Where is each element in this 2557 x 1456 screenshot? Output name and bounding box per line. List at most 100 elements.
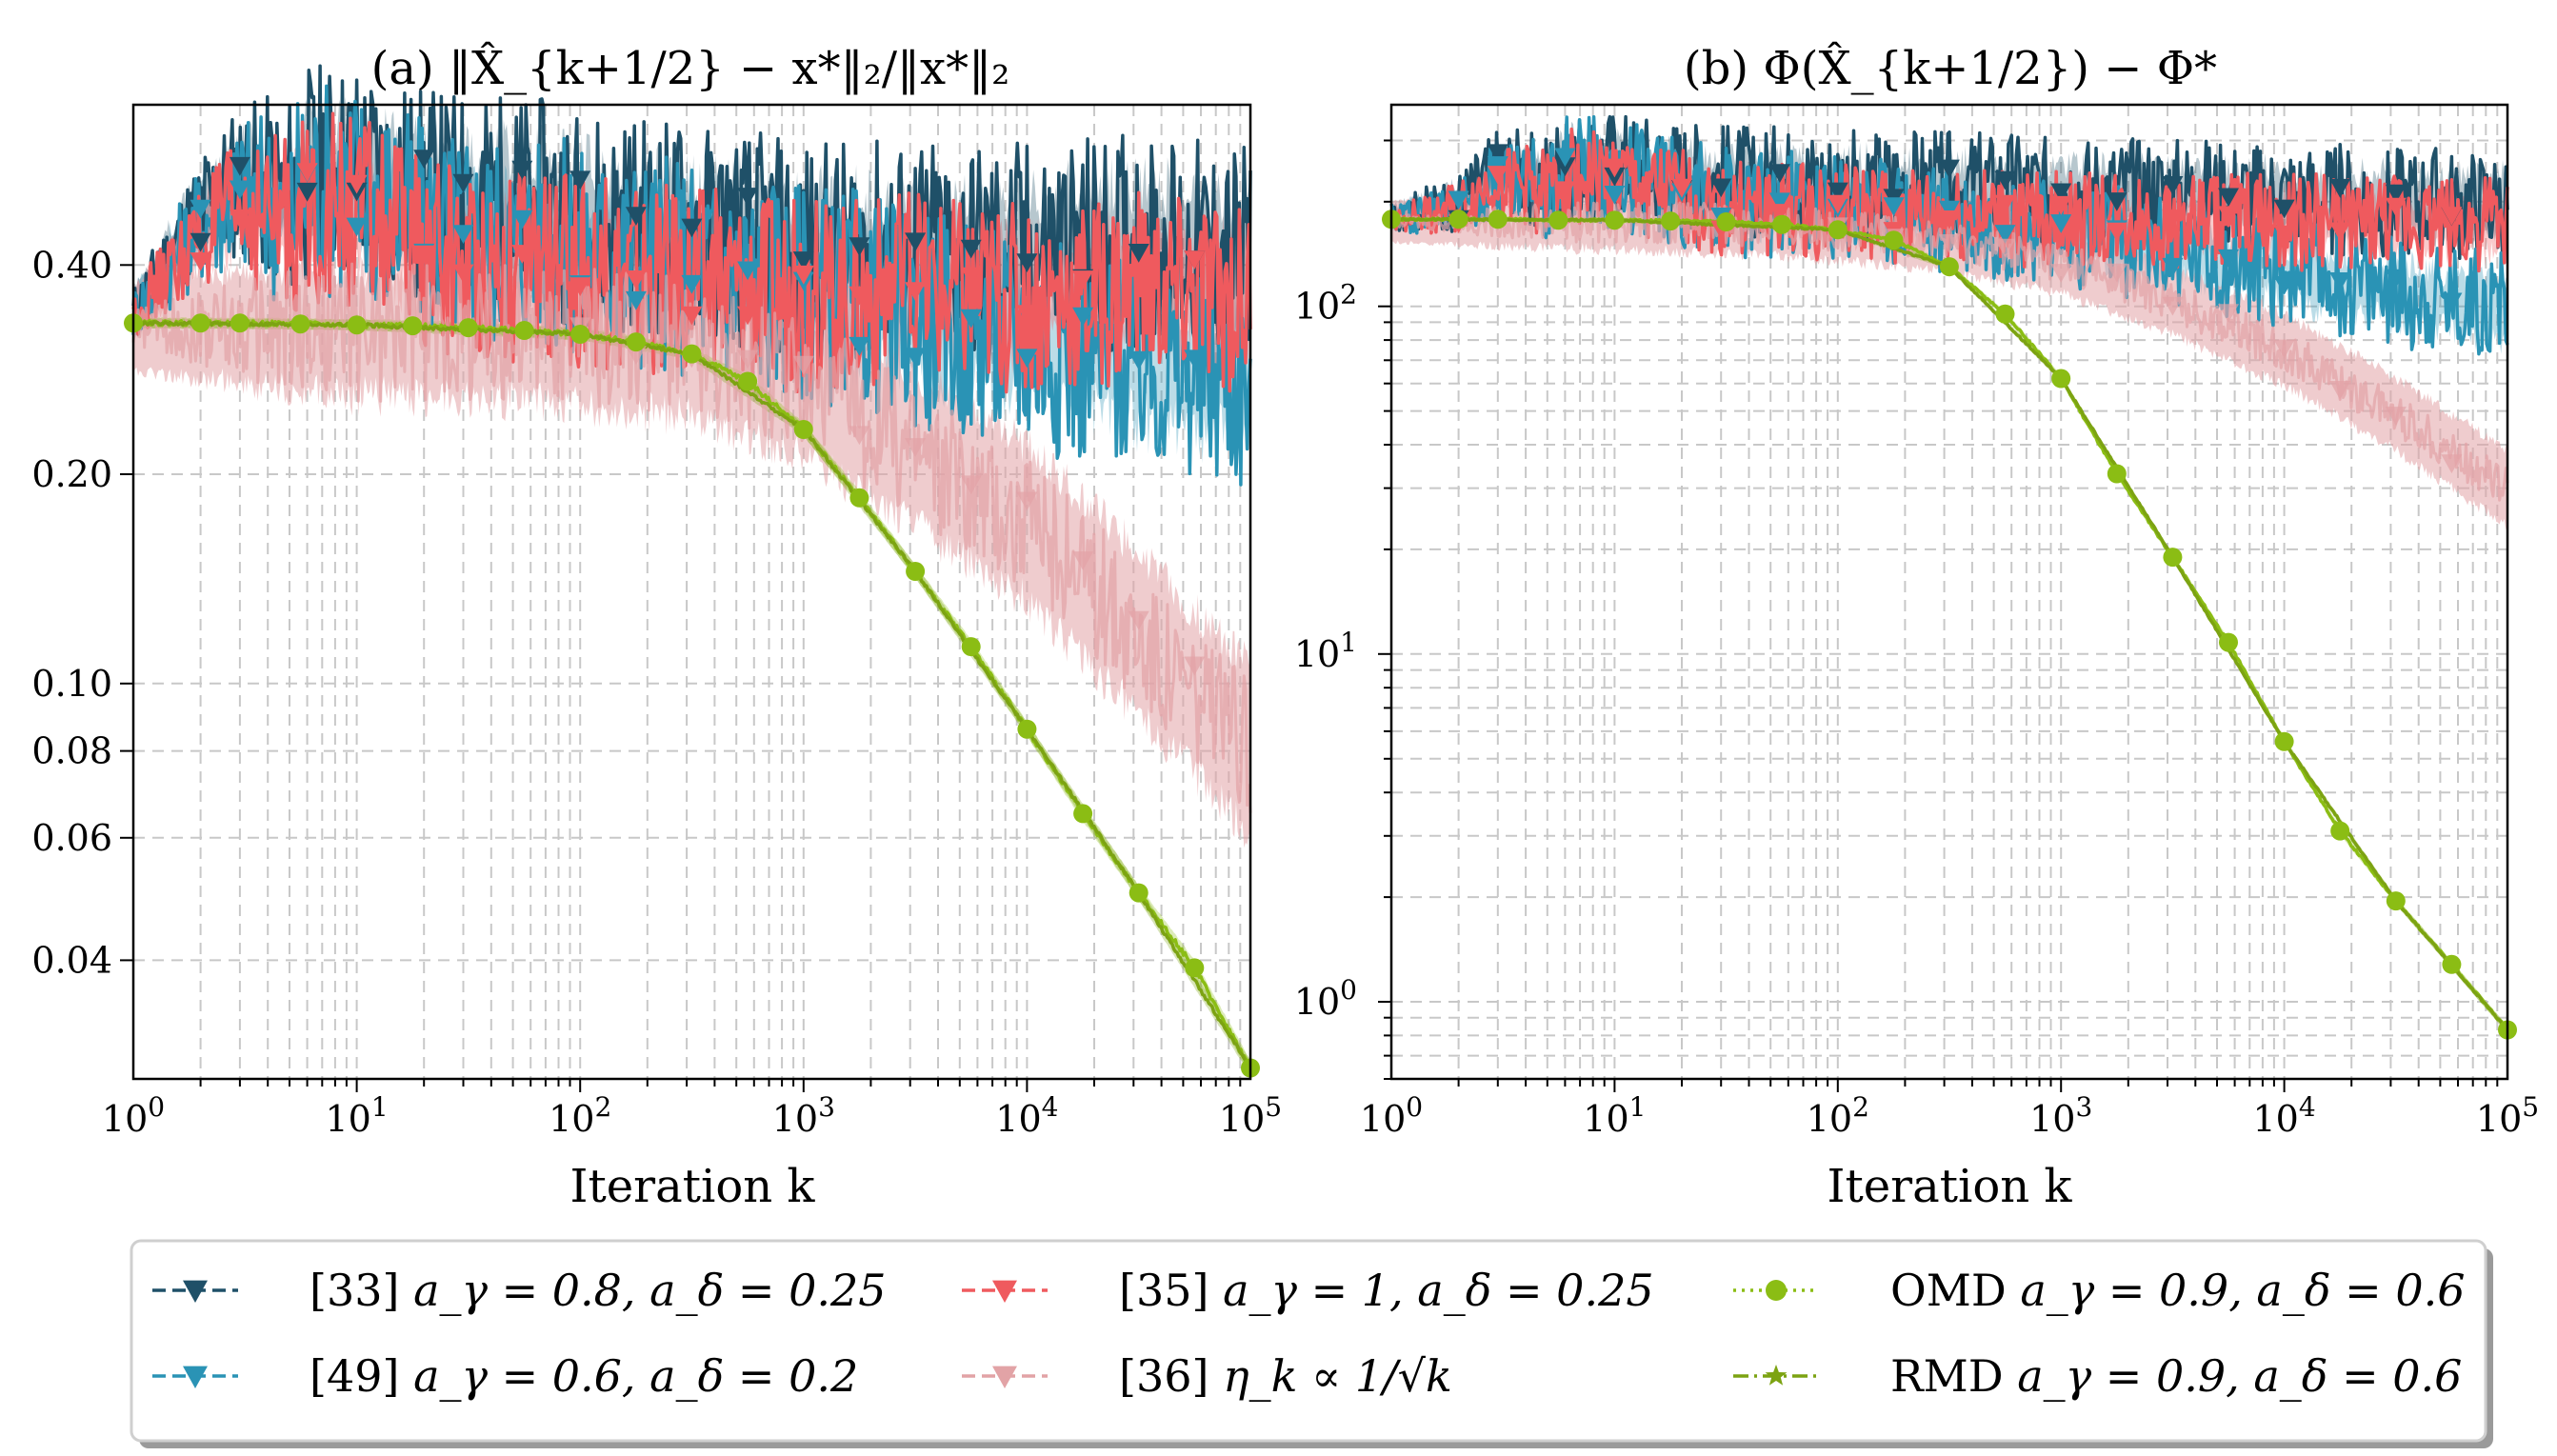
- omd-marker: [403, 316, 423, 336]
- y-tick-label: 0.20: [31, 453, 112, 495]
- triangle-marker: [1938, 159, 1960, 179]
- x-tick-label: 100: [102, 1091, 165, 1140]
- triangle-marker: [296, 163, 318, 182]
- y-tick-label: 0.10: [31, 663, 112, 705]
- y-tick-label: 101: [1294, 627, 1357, 675]
- triangle-marker: [229, 156, 250, 176]
- omd-marker: [514, 321, 534, 340]
- legend: [33] a_γ = 0.8, a_δ = 0.25 [49] a_γ = 0.6…: [130, 1239, 2493, 1448]
- triangle-marker: [2329, 381, 2351, 400]
- triangle-marker: [511, 160, 533, 180]
- triangle-marker: [2273, 225, 2295, 245]
- omd-marker: [1884, 230, 1904, 250]
- triangle-marker: [1072, 307, 1094, 327]
- triangle-marker: [296, 182, 318, 202]
- legend-label: [35] a_γ = 1, a_δ = 0.25: [1119, 1265, 1654, 1316]
- y-tick-label: 0.08: [31, 730, 112, 772]
- triangle-marker: [905, 282, 927, 302]
- omd-marker: [626, 332, 646, 352]
- plot-frame: [131, 103, 1252, 1081]
- triangle-marker: [960, 475, 982, 495]
- triangle-marker: [2273, 276, 2295, 295]
- triangle-marker: [1827, 182, 1848, 202]
- triangle-marker: [1938, 234, 1960, 253]
- omd-marker: [793, 420, 813, 439]
- panel-a-title: (a) ‖X̂_{k+1/2} − x*‖₂/‖x*‖₂: [371, 40, 1010, 95]
- triangle-marker: [1994, 225, 2016, 244]
- omd-marker: [1073, 804, 1093, 824]
- panel-a-chart: (a) ‖X̂_{k+1/2} − x*‖₂/‖x*‖₂ 100 101 102 10…: [31, 40, 1282, 1213]
- triangle-marker: [2162, 296, 2184, 316]
- triangle-marker: [625, 290, 647, 310]
- triangle-marker: [452, 173, 474, 193]
- triangle-marker: [1604, 158, 1626, 178]
- omd-marker: [2107, 464, 2127, 484]
- triangle-marker: [2441, 207, 2463, 226]
- triangle-marker: [2441, 454, 2463, 474]
- triangle-marker: [2441, 292, 2463, 312]
- omd-marker: [2330, 821, 2350, 841]
- x-tick-label: 102: [549, 1091, 611, 1140]
- legend-entry-4: OMD a_γ = 0.9, a_δ = 0.6: [1733, 1265, 2466, 1316]
- triangle-marker: [2162, 209, 2184, 229]
- triangle-marker: [625, 207, 647, 226]
- triangle-marker: [1184, 349, 1206, 369]
- triangle-marker: [737, 349, 759, 369]
- legend-entry-0: [33] a_γ = 0.8, a_δ = 0.25: [152, 1265, 887, 1316]
- triangle-marker: [2162, 176, 2184, 195]
- triangle-marker: [1016, 253, 1038, 272]
- triangle-marker: [1128, 610, 1149, 630]
- triangle-marker: [1710, 178, 1732, 198]
- legend-marker: [1765, 1365, 1788, 1386]
- triangle-marker: [849, 286, 870, 306]
- triangle-marker: [1184, 656, 1206, 676]
- x-tick-label: 105: [1219, 1091, 1282, 1140]
- omd-marker: [849, 488, 869, 508]
- omd-marker: [347, 315, 367, 335]
- omd-marker: [1129, 883, 1149, 903]
- legend-marker: [183, 1366, 208, 1388]
- triangle-marker: [849, 336, 870, 356]
- triangle-marker: [2385, 269, 2407, 289]
- legend-label: RMD a_γ = 0.9, a_δ = 0.6: [1890, 1350, 2462, 1402]
- omd-marker: [1772, 214, 1792, 234]
- triangle-marker: [1072, 270, 1094, 289]
- triangle-marker: [625, 270, 647, 289]
- x-tick-label: 102: [1807, 1091, 1869, 1140]
- triangle-marker: [1016, 305, 1038, 325]
- triangle-marker: [2106, 222, 2128, 242]
- triangle-marker: [2385, 197, 2407, 217]
- triangle-marker: [1768, 164, 1790, 183]
- triangle-marker: [1671, 178, 1692, 198]
- triangle-marker: [849, 237, 870, 256]
- x-tick-label: 104: [2253, 1091, 2316, 1140]
- triangle-marker: [2106, 192, 2128, 211]
- triangle-marker: [2162, 257, 2184, 277]
- triangle-marker: [569, 277, 591, 296]
- triangle-marker: [905, 232, 927, 252]
- series-band-3: [133, 247, 1250, 851]
- omd-marker: [2163, 548, 2183, 568]
- triangle-marker: [2050, 214, 2072, 233]
- triangle-marker: [1994, 194, 2016, 214]
- triangle-marker: [2385, 407, 2407, 426]
- triangle-marker: [1487, 144, 1508, 164]
- plot-frame: [1389, 103, 2509, 1081]
- triangle-marker: [346, 217, 368, 237]
- legend-marker: [992, 1366, 1017, 1388]
- triangle-marker: [737, 261, 759, 281]
- triangle-marker: [1128, 267, 1149, 287]
- legend-entry-2: [35] a_γ = 1, a_δ = 0.25: [962, 1265, 1654, 1316]
- omd-marker: [570, 325, 590, 344]
- legend-entry-1: [49] a_γ = 0.6, a_δ = 0.2: [152, 1350, 858, 1402]
- triangle-marker: [1448, 190, 1469, 210]
- omd-marker: [190, 313, 210, 333]
- omd-marker: [2274, 731, 2294, 751]
- triangle-marker: [511, 209, 533, 229]
- triangle-marker: [413, 245, 435, 265]
- omd-marker: [1661, 211, 1681, 231]
- triangle-marker: [1016, 491, 1038, 511]
- y-tick-label: 0.04: [31, 939, 112, 981]
- triangle-marker: [905, 438, 927, 457]
